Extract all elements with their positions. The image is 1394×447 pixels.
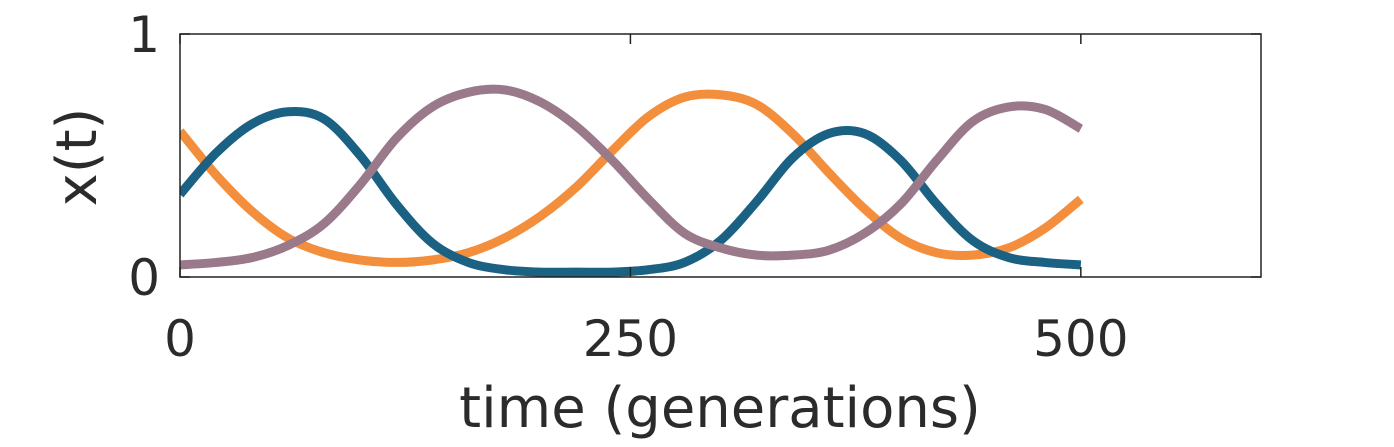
x-tick-label: 500 (1033, 310, 1128, 368)
series-layer (180, 84, 1084, 277)
ticks-layer: 0 250 500 0 1 (128, 6, 1261, 368)
x-axis-label: time (generations) (459, 376, 981, 441)
y-tick-label: 0 (128, 249, 160, 307)
y-tick-label: 1 (128, 6, 160, 64)
plot-frame (179, 33, 1262, 278)
x-tick-label: 0 (164, 310, 196, 368)
y-axis-label: x(t) (45, 108, 110, 207)
series-line-3 (180, 84, 1084, 270)
series-line-1 (180, 89, 1084, 267)
x-tick-label: 250 (583, 310, 678, 368)
